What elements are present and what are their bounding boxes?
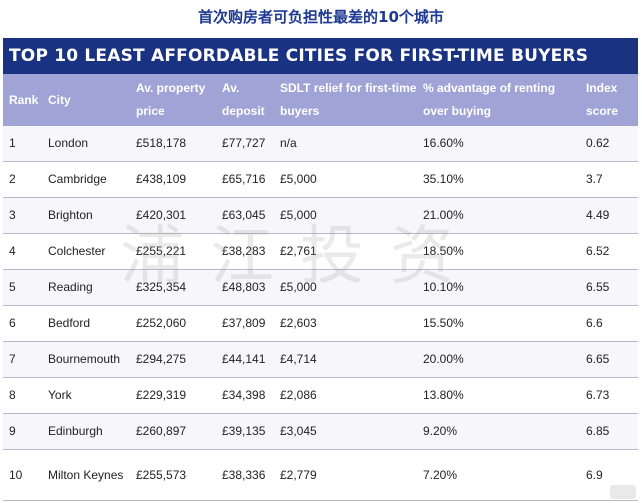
cell-price: £229,319 [136, 388, 187, 402]
table-row: 7 Bournemouth £294,275 £44,141 £4,714 20… [3, 342, 638, 378]
cell-renting: 16.60% [423, 136, 464, 150]
cell-rank: 9 [9, 424, 16, 438]
cell-price: £325,354 [136, 280, 187, 294]
cell-renting: 7.20% [423, 467, 458, 482]
cell-sdlt: £5,000 [280, 208, 317, 222]
cell-index: 6.6 [586, 316, 603, 330]
cell-sdlt: £2,779 [280, 467, 317, 482]
cell-index: 6.65 [586, 352, 610, 366]
cell-index: 6.85 [586, 424, 610, 438]
cell-price: £260,897 [136, 424, 187, 438]
table-row: 6 Bedford £252,060 £37,809 £2,603 15.50%… [3, 306, 638, 342]
cell-deposit: £39,135 [222, 424, 266, 438]
header-deposit: Av. deposit [222, 81, 265, 118]
cell-deposit: £38,336 [222, 467, 266, 482]
table-body: 1 London £518,178 £77,727 n/a 16.60% 0.6… [3, 126, 638, 501]
cell-price: £255,573 [136, 467, 187, 482]
cell-rank: 2 [9, 172, 16, 186]
cell-index: 4.49 [586, 208, 610, 222]
cell-city: Bournemouth [48, 352, 121, 366]
cell-sdlt: £4,714 [280, 352, 317, 366]
cell-renting: 15.50% [423, 316, 464, 330]
cell-city: Reading [48, 280, 93, 294]
cell-deposit: £77,727 [222, 136, 266, 150]
cell-city: Brighton [48, 208, 93, 222]
cell-index: 3.7 [586, 172, 603, 186]
cell-deposit: £34,398 [222, 388, 266, 402]
affordability-table: TOP 10 LEAST AFFORDABLE CITIES FOR FIRST… [3, 38, 638, 501]
cell-rank: 7 [9, 352, 16, 366]
cell-price: £438,109 [136, 172, 187, 186]
cell-deposit: £44,141 [222, 352, 266, 366]
cell-price: £252,060 [136, 316, 187, 330]
cell-city: London [48, 136, 89, 150]
corner-badge [610, 485, 636, 499]
cell-rank: 5 [9, 280, 16, 294]
cell-rank: 8 [9, 388, 16, 402]
header-sdlt: SDLT relief for first-time buyers [280, 81, 417, 118]
cell-deposit: £38,283 [222, 244, 266, 258]
cell-index: 6.52 [586, 244, 610, 258]
cell-sdlt: £5,000 [280, 172, 317, 186]
cell-index: 6.55 [586, 280, 610, 294]
cell-sdlt: £2,761 [280, 244, 317, 258]
cell-rank: 1 [9, 136, 16, 150]
cell-rank: 3 [9, 208, 16, 222]
cell-renting: 20.00% [423, 352, 464, 366]
cell-city: Bedford [48, 316, 91, 330]
cell-deposit: £37,809 [222, 316, 266, 330]
cell-renting: 35.10% [423, 172, 464, 186]
cell-sdlt: £2,086 [280, 388, 317, 402]
cell-renting: 10.10% [423, 280, 464, 294]
table-row: 9 Edinburgh £260,897 £39,135 £3,045 9.20… [3, 414, 638, 450]
cell-price: £294,275 [136, 352, 187, 366]
cell-index: 6.73 [586, 388, 610, 402]
cell-deposit: £48,803 [222, 280, 266, 294]
table-row: 3 Brighton £420,301 £63,045 £5,000 21.00… [3, 198, 638, 234]
cell-sdlt: n/a [280, 136, 297, 150]
table-row: 4 Colchester £255,221 £38,283 £2,761 18.… [3, 234, 638, 270]
header-rank: Rank [9, 92, 39, 107]
cell-renting: 18.50% [423, 244, 464, 258]
cell-rank: 4 [9, 244, 16, 258]
cell-rank: 10 [9, 467, 23, 482]
cell-price: £420,301 [136, 208, 187, 222]
cell-city: Edinburgh [48, 424, 103, 438]
header-renting: % advantage of renting over buying [423, 81, 556, 118]
cell-deposit: £65,716 [222, 172, 266, 186]
cell-renting: 13.80% [423, 388, 464, 402]
cell-index: 0.62 [586, 136, 610, 150]
table-row: 2 Cambridge £438,109 £65,716 £5,000 35.1… [3, 162, 638, 198]
cell-sdlt: £3,045 [280, 424, 317, 438]
header-city: City [48, 92, 71, 107]
cell-price: £255,221 [136, 244, 187, 258]
cell-city: Milton Keynes [48, 467, 124, 482]
cell-price: £518,178 [136, 136, 187, 150]
cell-renting: 9.20% [423, 424, 458, 438]
cell-city: Cambridge [48, 172, 107, 186]
cell-sdlt: £5,000 [280, 280, 317, 294]
table-row: 1 London £518,178 £77,727 n/a 16.60% 0.6… [3, 126, 638, 162]
cell-city: Colchester [48, 244, 106, 258]
header-price: Av. property price [136, 81, 206, 118]
cell-city: York [48, 388, 72, 402]
table-row: 10 Milton Keynes £255,573 £38,336 £2,779… [3, 450, 638, 501]
cell-index: 6.9 [586, 467, 603, 482]
table-row: 8 York £229,319 £34,398 £2,086 13.80% 6.… [3, 378, 638, 414]
header-index: Index score [586, 81, 619, 118]
table-row: 5 Reading £325,354 £48,803 £5,000 10.10%… [3, 270, 638, 306]
cell-renting: 21.00% [423, 208, 464, 222]
cell-sdlt: £2,603 [280, 316, 317, 330]
cell-deposit: £63,045 [222, 208, 266, 222]
table-banner-title: TOP 10 LEAST AFFORDABLE CITIES FOR FIRST… [3, 38, 638, 74]
cell-rank: 6 [9, 316, 16, 330]
table-header-row: Rank City Av. property price Av. deposit… [3, 74, 638, 126]
chinese-title: 首次购房者可负担性最差的10个城市 [198, 8, 444, 26]
